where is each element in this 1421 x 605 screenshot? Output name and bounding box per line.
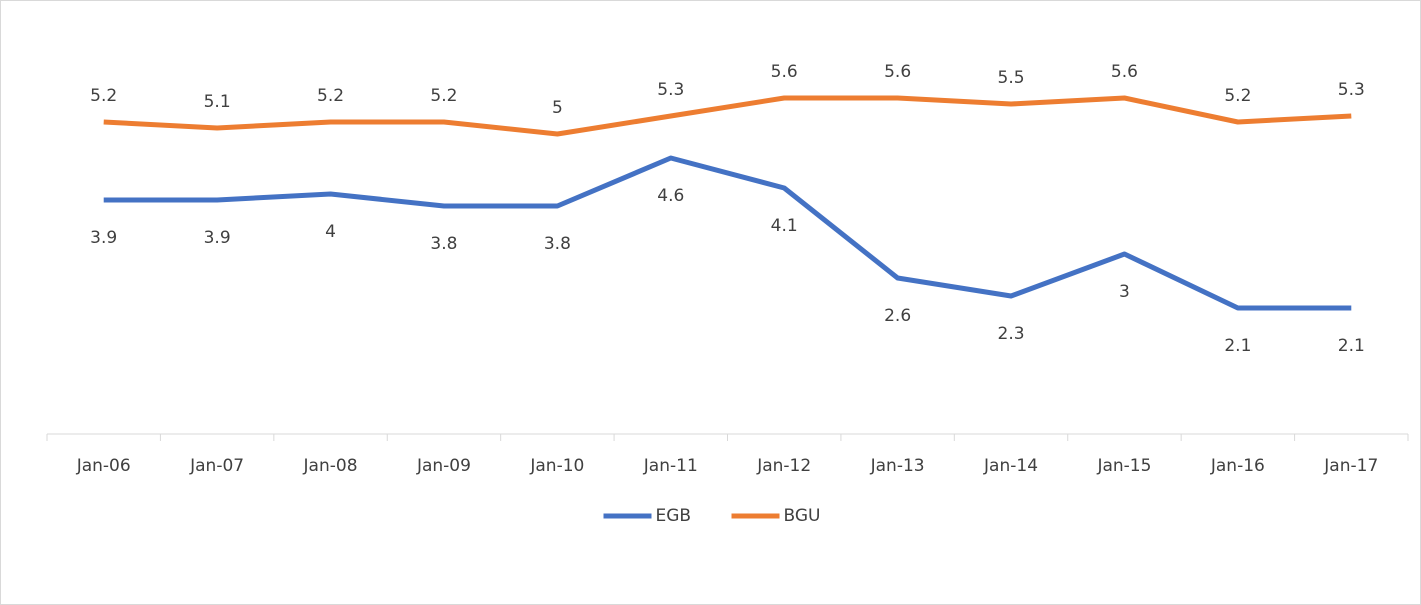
data-label: 5.6	[771, 62, 798, 82]
data-label: 4.1	[771, 216, 798, 236]
data-label: 5.5	[998, 68, 1025, 88]
x-tick-label: Jan-14	[983, 456, 1038, 476]
data-label: 3.8	[430, 234, 457, 254]
legend-label: EGB	[656, 506, 692, 526]
x-tick-label: Jan-08	[303, 456, 358, 476]
x-tick-label: Jan-06	[76, 456, 131, 476]
data-label: 5.6	[884, 62, 911, 82]
legend-label: BGU	[784, 506, 821, 526]
series-line	[103, 95, 1352, 137]
data-label: 5.3	[1338, 80, 1365, 100]
data-label: 4.6	[657, 186, 684, 206]
data-label: 3	[1119, 282, 1130, 302]
x-tick-label: Jan-07	[189, 456, 244, 476]
x-tick-label: Jan-17	[1323, 456, 1378, 476]
data-label: 5.2	[317, 86, 344, 106]
x-tick-label: Jan-16	[1210, 456, 1265, 476]
data-label: 4	[325, 222, 336, 242]
series-line	[103, 155, 1352, 311]
data-label: 5.2	[1224, 86, 1251, 106]
x-tick-label: Jan-09	[416, 456, 471, 476]
data-label: 5.1	[204, 92, 231, 112]
data-label: 5.2	[430, 86, 457, 106]
data-label: 3.9	[204, 228, 231, 248]
data-label: 2.3	[998, 324, 1025, 344]
data-label: 5.6	[1111, 62, 1138, 82]
x-tick-label: Jan-10	[529, 456, 584, 476]
x-tick-label: Jan-15	[1096, 456, 1151, 476]
data-label: 3.9	[90, 228, 117, 248]
x-tick-label: Jan-13	[870, 456, 925, 476]
data-label: 5.2	[90, 86, 117, 106]
data-label: 3.8	[544, 234, 571, 254]
data-label: 5.3	[657, 80, 684, 100]
data-label: 2.1	[1338, 336, 1365, 356]
data-label: 5	[552, 98, 563, 118]
data-label: 2.6	[884, 306, 911, 326]
x-tick-label: Jan-12	[756, 456, 811, 476]
data-label: 2.1	[1224, 336, 1251, 356]
x-tick-label: Jan-11	[643, 456, 698, 476]
